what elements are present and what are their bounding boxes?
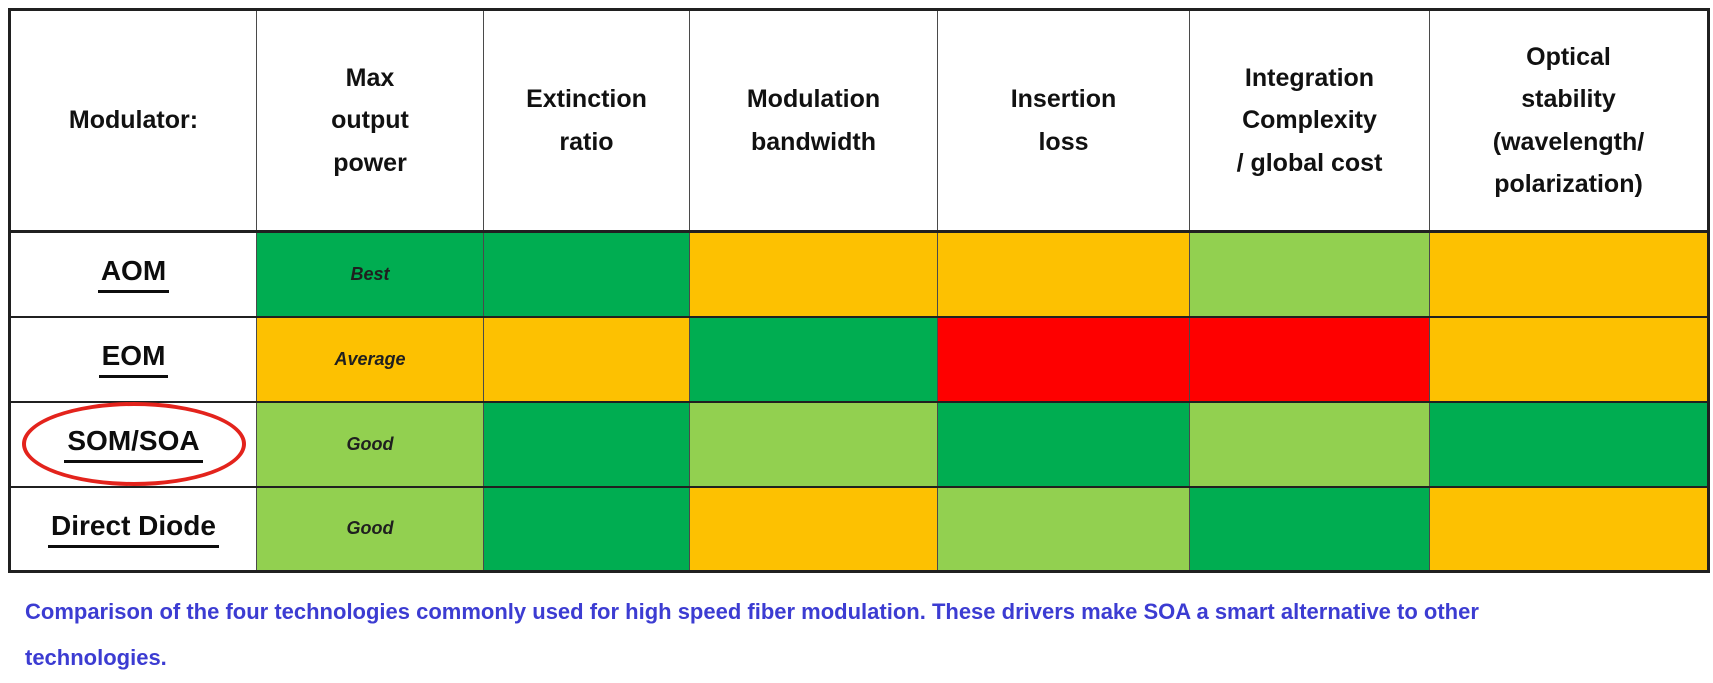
rating-cell [1429,230,1709,318]
rating-cell: Good [256,400,484,488]
table-row-direct-diode: Direct Diode Good [9,485,1709,573]
table-row-eom: EOM Average [9,315,1709,403]
column-header-extinction-ratio: Extinction ratio [483,8,690,233]
rating-note: Average [334,348,406,369]
rating-cell [483,230,690,318]
column-header-max-output-power: Max output power [256,8,484,233]
rating-cell [937,400,1190,488]
rating-cell [937,485,1190,573]
rating-cell [689,400,938,488]
table-row-aom: AOM Best [9,230,1709,318]
figure-caption: Comparison of the four technologies comm… [25,599,1479,671]
rating-cell [937,315,1190,403]
rating-cell [1429,400,1709,488]
rating-cell [483,400,690,488]
rating-cell: Average [256,315,484,403]
column-header-modulation-bandwidth: Modulation bandwidth [689,8,938,233]
comparison-table: Modulator: Max output power Extinction r… [8,8,1710,573]
row-label-text: EOM [98,340,169,379]
rating-cell [689,315,938,403]
rating-note: Good [346,518,394,539]
rating-cell [689,230,938,318]
rating-cell: Best [256,230,484,318]
rating-cell [1189,485,1430,573]
row-label-text: Direct Diode [48,510,219,548]
rating-note: Good [346,433,394,454]
row-label-text: AOM [97,255,170,294]
row-label-eom: EOM [9,315,257,403]
rating-cell [1189,315,1430,403]
column-header-insertion-loss: Insertion loss [937,8,1190,233]
row-label-direct-diode: Direct Diode [9,485,257,573]
table-row-som-soa: SOM/SOA Good [9,400,1709,488]
rating-cell [689,485,938,573]
rating-note: Best [350,263,390,284]
column-header-optical-stability: Optical stability (wavelength/ polarizat… [1429,8,1709,233]
rating-cell [937,230,1190,318]
header-row: Modulator: Max output power Extinction r… [9,8,1709,233]
rating-cell [1189,400,1430,488]
rating-cell [483,315,690,403]
row-label-som-soa: SOM/SOA [9,400,257,488]
rating-cell [1429,315,1709,403]
row-label-text: SOM/SOA [64,425,203,464]
rating-cell [1189,230,1430,318]
modulator-comparison-figure: Modulator: Max output power Extinction r… [0,8,1713,681]
rating-cell [1429,485,1709,573]
rating-cell: Good [256,485,484,573]
rating-cell [483,485,690,573]
column-header-modulator: Modulator: [9,8,257,233]
column-header-integration-complexity: Integration Complexity / global cost [1189,8,1430,233]
row-label-aom: AOM [9,230,257,318]
